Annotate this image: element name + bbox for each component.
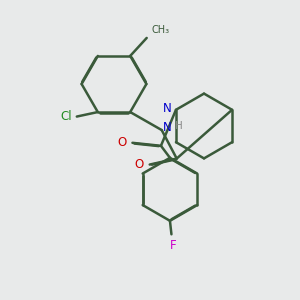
Text: N: N	[163, 102, 171, 115]
Text: Cl: Cl	[61, 110, 72, 123]
Text: O: O	[117, 136, 126, 149]
Text: F: F	[169, 239, 176, 252]
Text: N: N	[163, 121, 172, 134]
Text: O: O	[134, 158, 144, 171]
Text: CH₃: CH₃	[151, 25, 169, 35]
Text: H: H	[175, 121, 183, 130]
